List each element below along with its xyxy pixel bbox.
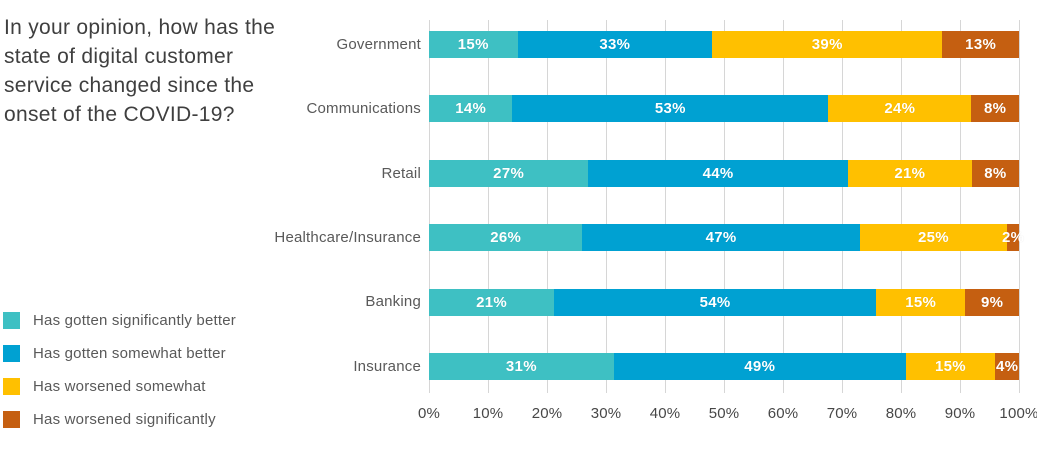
- bar-value-label: 26%: [490, 229, 522, 247]
- gridline: [606, 20, 607, 393]
- bar-segment: 8%: [971, 95, 1019, 123]
- bar-value-label: 8%: [984, 164, 1007, 182]
- category-label: Healthcare/Insurance: [274, 229, 421, 247]
- gridline: [547, 20, 548, 393]
- category-label: Retail: [381, 164, 421, 182]
- bar-value-label: 53%: [654, 100, 686, 118]
- bar-row-insurance: 31% 49% 15% 4%: [429, 353, 1019, 380]
- plot-area: 15% 33% 39% 13% 14% 53% 24% 8% 27% 44% 21% 8% 26% 47%…: [429, 20, 1024, 393]
- bar-segment: 15%: [905, 353, 996, 380]
- gridline: [1019, 20, 1020, 393]
- bar-segment: 4%: [995, 353, 1019, 380]
- gridline: [665, 20, 666, 393]
- legend-label: Has gotten significantly better: [33, 312, 236, 329]
- bar-value-label: 27%: [493, 164, 525, 182]
- x-axis-tick-label: 70%: [826, 405, 858, 422]
- x-axis-tick-label: 30%: [590, 405, 622, 422]
- bar-value-label: 54%: [699, 293, 731, 311]
- bar-segment: 13%: [942, 31, 1019, 58]
- bar-value-label: 21%: [476, 293, 508, 311]
- category-label: Banking: [365, 293, 421, 311]
- gridline: [901, 20, 902, 393]
- bar-segment: 15%: [429, 31, 518, 58]
- bar-segment: 25%: [859, 224, 1008, 252]
- bar-segment: 39%: [712, 31, 943, 58]
- bar-segment: 33%: [517, 31, 713, 58]
- bar-value-label: 15%: [457, 36, 489, 53]
- x-axis-tick-label: 40%: [649, 405, 681, 422]
- bar-value-label: 21%: [894, 164, 926, 182]
- bar-segment: 24%: [828, 95, 972, 123]
- x-axis-tick-label: 100%: [999, 405, 1037, 422]
- bar-segment: 31%: [429, 353, 614, 380]
- x-axis-tick-label: 0%: [417, 405, 441, 422]
- bar-segment: 8%: [971, 159, 1019, 187]
- legend: Has gotten significantly better Has gotte…: [3, 312, 236, 428]
- bar-row-communications: 14% 53% 24% 8%: [429, 95, 1019, 123]
- bar-value-label: 44%: [702, 164, 734, 182]
- gridline: [783, 20, 784, 393]
- bar-segment: 47%: [582, 224, 860, 252]
- bar-value-label: 31%: [505, 358, 537, 375]
- x-axis: 0% 10% 20% 30% 40% 50% 60% 70% 80% 90% 100%: [418, 405, 1037, 425]
- bar-row-banking: 21% 54% 15% 9%: [429, 288, 1019, 316]
- bar-value-label: 14%: [455, 100, 487, 118]
- bar-value-label: 47%: [705, 229, 737, 247]
- gridline: [488, 20, 489, 393]
- bar-segment: 2%: [1002, 224, 1024, 252]
- bar-segment: 26%: [429, 224, 583, 252]
- bar-row-healthcare-insurance: 26% 47% 25% 2%: [429, 224, 1024, 252]
- legend-label: Has worsened somewhat: [33, 378, 206, 395]
- bar-value-label: 24%: [884, 100, 916, 118]
- bar-value-label: 13%: [965, 36, 997, 53]
- gridline: [842, 20, 843, 393]
- gridline: [724, 20, 725, 393]
- bar-segment: 53%: [512, 95, 829, 123]
- x-axis-tick-label: 90%: [944, 405, 976, 422]
- bar-segment: 21%: [847, 159, 972, 187]
- legend-swatch: [3, 378, 20, 395]
- bar-segment: 14%: [429, 95, 513, 123]
- bar-segment: 54%: [554, 288, 876, 316]
- legend-item: Has worsened somewhat: [3, 378, 236, 395]
- category-label: Insurance: [353, 357, 421, 375]
- x-axis-tick-label: 10%: [472, 405, 504, 422]
- legend-label: Has gotten somewhat better: [33, 345, 226, 362]
- legend-item: Has gotten somewhat better: [3, 345, 236, 362]
- bar-segment: 21%: [429, 288, 555, 316]
- bar-value-label: 15%: [934, 358, 966, 375]
- x-axis-tick-label: 50%: [708, 405, 740, 422]
- bar-segment: 27%: [429, 159, 589, 187]
- bar-value-label: 2%: [1001, 229, 1025, 247]
- bar-value-label: 15%: [905, 293, 937, 311]
- x-axis-tick-label: 80%: [885, 405, 917, 422]
- legend-swatch: [3, 411, 20, 428]
- legend-label: Has worsened significantly: [33, 411, 216, 428]
- bar-segment: 15%: [875, 288, 966, 316]
- bar-value-label: 8%: [984, 100, 1007, 118]
- bar-value-label: 25%: [917, 229, 949, 247]
- legend-swatch: [3, 312, 20, 329]
- bar-value-label: 4%: [995, 358, 1019, 375]
- bar-row-retail: 27% 44% 21% 8%: [429, 159, 1019, 187]
- x-axis-tick-label: 60%: [767, 405, 799, 422]
- x-axis-tick-label: 20%: [531, 405, 563, 422]
- bar-value-label: 49%: [744, 358, 776, 375]
- bar-segment: 44%: [588, 159, 848, 187]
- legend-item: Has worsened significantly: [3, 411, 236, 428]
- bar-segment: 49%: [613, 353, 906, 380]
- bar-segment: 9%: [965, 288, 1019, 316]
- legend-swatch: [3, 345, 20, 362]
- gridline: [960, 20, 961, 393]
- category-label: Government: [336, 35, 421, 53]
- bar-value-label: 33%: [599, 36, 631, 53]
- bar-row-government: 15% 33% 39% 13%: [429, 31, 1019, 58]
- legend-item: Has gotten significantly better: [3, 312, 236, 329]
- bar-value-label: 9%: [981, 293, 1004, 311]
- chart-question: In your opinion, how has the state of di…: [4, 16, 276, 126]
- bar-value-label: 39%: [811, 36, 843, 53]
- gridline: [429, 20, 430, 393]
- category-label: Communications: [306, 100, 421, 118]
